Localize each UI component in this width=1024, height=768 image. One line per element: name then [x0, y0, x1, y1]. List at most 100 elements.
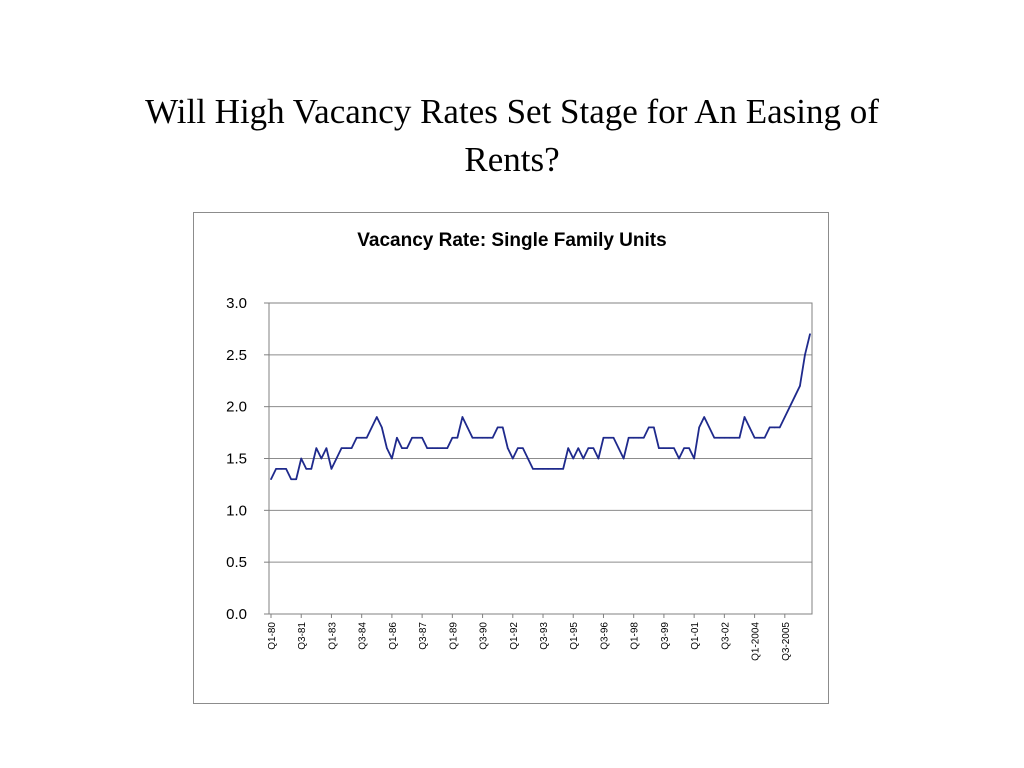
- x-tick-label: Q1-2004: [751, 622, 762, 661]
- x-tick-label: Q3-99: [660, 622, 671, 650]
- slide-title: Will High Vacancy Rates Set Stage for An…: [62, 88, 962, 184]
- data-point: [653, 426, 655, 429]
- data-point: [622, 457, 625, 460]
- y-tick-label: 0.0: [226, 606, 247, 623]
- data-point: [386, 447, 388, 449]
- x-tick-label: Q3-81: [297, 622, 308, 650]
- data-point: [718, 436, 721, 439]
- data-point: [678, 457, 680, 460]
- data-point: [784, 416, 786, 418]
- data-point: [557, 468, 559, 470]
- data-point: [476, 436, 479, 439]
- x-tick-label: Q1-83: [327, 622, 338, 650]
- vacancy-rate-line: [270, 333, 811, 481]
- data-point: [401, 447, 403, 449]
- data-point: [325, 447, 328, 449]
- data-point: [799, 385, 801, 387]
- data-point: [602, 436, 605, 439]
- data-point: [456, 436, 459, 439]
- data-point: [582, 457, 585, 460]
- data-point: [577, 447, 580, 449]
- data-point: [285, 468, 287, 470]
- slide-title-line-2: Rents?: [464, 140, 560, 179]
- x-tick-label: Q3-93: [539, 622, 550, 650]
- data-point: [411, 436, 413, 439]
- data-point: [486, 436, 489, 439]
- data-point: [703, 416, 706, 418]
- data-point: [416, 436, 418, 439]
- data-point: [375, 416, 378, 418]
- data-point: [748, 426, 751, 429]
- series-group: [270, 333, 811, 481]
- data-point: [562, 468, 564, 470]
- data-point: [300, 457, 303, 460]
- data-point: [305, 468, 308, 470]
- data-point: [370, 426, 373, 429]
- data-point: [607, 436, 610, 439]
- data-point: [355, 436, 358, 439]
- data-point: [330, 468, 333, 470]
- y-axis-ticks: 0.0 0.5 1.0 1.5 2.0 2.5 3.0: [226, 295, 269, 623]
- data-point: [527, 457, 529, 460]
- data-point: [713, 436, 716, 439]
- data-point: [360, 436, 363, 439]
- data-point: [587, 447, 590, 449]
- data-point: [693, 457, 695, 460]
- y-tick-label: 2.0: [226, 399, 247, 416]
- data-point: [632, 436, 635, 439]
- data-point: [517, 447, 519, 449]
- x-tick-label: Q1-92: [509, 622, 520, 650]
- data-point: [426, 447, 428, 449]
- data-point: [663, 447, 665, 449]
- data-point: [642, 436, 645, 439]
- y-tick-label: 3.0: [226, 295, 247, 312]
- data-point: [743, 416, 746, 418]
- data-point: [315, 447, 318, 449]
- data-point: [698, 426, 700, 429]
- x-tick-label: Q3-84: [358, 622, 369, 650]
- data-point: [532, 468, 534, 470]
- data-point: [658, 447, 660, 449]
- data-point: [728, 436, 731, 439]
- data-point: [778, 426, 781, 429]
- slide-title-line-1: Will High Vacancy Rates Set Stage for An…: [145, 92, 879, 131]
- data-point: [421, 436, 423, 439]
- data-point: [804, 354, 806, 356]
- chart-title: Vacancy Rate: Single Family Units: [357, 230, 666, 251]
- data-point: [295, 478, 297, 481]
- x-axis-ticks: Q1-80 Q3-81 Q1-83 Q3-84 Q1-86 Q3-87 Q1-89 Q3-90…: [267, 614, 792, 661]
- data-point: [381, 426, 383, 429]
- x-tick-label: Q3-96: [599, 622, 610, 650]
- data-point: [446, 447, 449, 449]
- data-point: [511, 457, 514, 460]
- data-point: [789, 405, 791, 408]
- data-point: [683, 447, 685, 449]
- data-point: [648, 426, 650, 429]
- data-point: [436, 447, 439, 449]
- x-tick-label: Q1-01: [690, 622, 701, 650]
- data-point: [592, 447, 595, 449]
- data-point: [491, 436, 494, 439]
- data-point: [335, 457, 338, 460]
- y-tick-label: 1.0: [226, 502, 247, 519]
- data-point: [537, 468, 539, 470]
- x-tick-label: Q3-90: [479, 622, 490, 650]
- data-point: [708, 426, 711, 429]
- data-point: [758, 436, 761, 439]
- data-point: [763, 436, 766, 439]
- x-tick-label: Q1-98: [630, 622, 641, 650]
- data-point: [688, 447, 690, 449]
- data-point: [431, 447, 433, 449]
- data-point: [290, 478, 292, 481]
- data-point: [612, 436, 615, 439]
- data-point: [441, 447, 444, 449]
- data-point: [270, 478, 272, 481]
- data-point: [481, 436, 484, 439]
- data-point: [506, 447, 509, 449]
- data-point: [773, 426, 776, 429]
- x-tick-label: Q1-89: [448, 622, 459, 650]
- data-point: [733, 436, 736, 439]
- vacancy-rate-chart: Vacancy Rate: Single Family Units 0.0 0.5…: [226, 230, 813, 661]
- data-point: [466, 426, 469, 429]
- data-point: [496, 426, 499, 429]
